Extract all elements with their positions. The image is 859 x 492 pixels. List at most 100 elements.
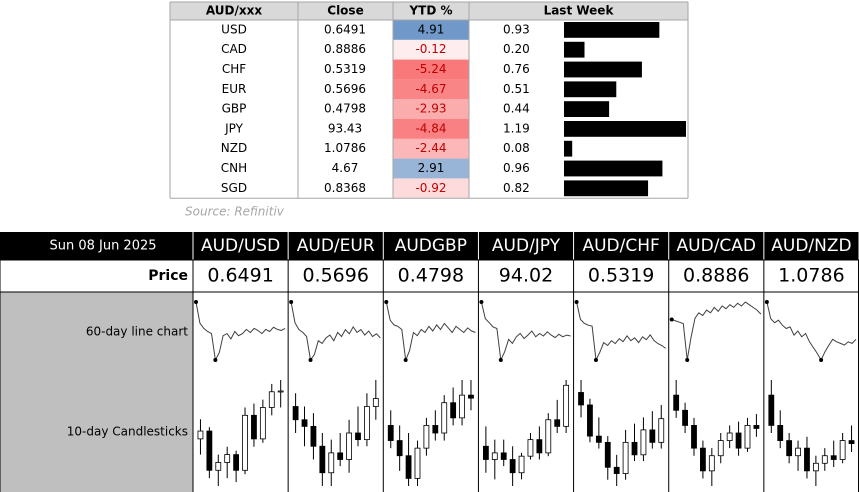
candle-body [554,419,561,427]
last-week: 0.82 [503,181,530,195]
ytd-cell [393,138,469,159]
date: Sun 08 Jun 2025 [49,239,156,254]
candle-body [268,391,275,408]
candle-body [777,425,784,441]
ytd: 2.91 [418,161,445,175]
candle-body [372,398,379,407]
pair-name: AUD/JPY [492,236,561,256]
candle-body [536,439,543,454]
table-header: AUD/xxx [206,4,262,18]
candle-body [355,432,361,441]
candle-body [578,392,584,406]
candle-body [251,414,257,440]
close: 0.8368 [324,181,366,195]
candle-body [640,429,647,456]
candle-body [812,462,819,472]
ytd: -2.44 [415,141,446,155]
sparkline [385,301,476,362]
min-dot [308,358,313,362]
candle-body [768,394,775,426]
candle-body [545,419,552,454]
candle-body [328,452,335,474]
candle-body [682,409,688,426]
candle-body [482,445,489,460]
candle-body [337,452,344,460]
candle-body [613,466,620,474]
candle-body [649,429,656,443]
currency: GBP [222,102,247,116]
table-header: Last Week [544,4,615,18]
price: 0.4798 [398,265,464,287]
price: 0.8886 [683,265,749,287]
candle-body [242,414,248,471]
candle-body [301,419,308,427]
sparkline [480,301,571,362]
close: 4.67 [332,161,359,175]
candle-body [387,425,394,441]
ytd-cell [393,79,469,100]
start-dot [194,300,198,304]
currency: NZD [221,141,247,155]
candle-body [839,440,846,460]
candle-body [509,459,516,474]
candle-body [259,407,266,440]
price: 0.6491 [207,265,273,287]
candle-body [735,432,742,449]
candle-body [215,462,222,471]
header-bar [0,232,859,260]
pair-name: AUD/CAD [677,236,756,256]
last-week: 0.96 [503,161,530,175]
ytd-cell [393,99,469,119]
last-week-bar [564,22,660,38]
min-dot [213,358,218,362]
candle-body [830,455,837,460]
candle-body [310,425,317,447]
ytd-cell [393,119,469,139]
candle-body [500,452,507,460]
candle-body [527,439,534,457]
candle-body [563,384,570,427]
line-label: 60-day line chart [86,325,188,339]
currency: CHF [222,62,246,76]
candle-body [450,402,457,419]
price: 94.02 [499,265,553,287]
currency: SGD [221,181,247,195]
candle-body [622,441,629,474]
min-dot [819,358,824,362]
price: 0.5319 [588,265,654,287]
candle-body [292,406,299,421]
last-week: 0.76 [503,62,530,76]
close: 0.8886 [324,42,366,56]
last-week-bar [564,81,617,98]
pair-name: AUD/NZD [771,236,851,256]
sparkline [195,301,286,362]
candle-body [441,402,448,434]
candle-body [821,455,828,464]
ytd-cell [393,39,469,60]
candle-body [658,418,665,443]
start-dot [479,300,484,304]
candle-body [795,447,801,457]
candle-body [700,447,706,472]
candle-body [491,452,498,460]
ytd: -2.93 [415,102,446,116]
candle-body [346,432,352,460]
candle-label: 10-day Candlesticks [67,425,188,439]
candle-body [587,404,593,437]
min-dot [498,358,503,362]
ytd-cell [393,178,469,199]
ytd: -5.24 [415,62,446,76]
sparkline [671,301,762,361]
sparkline [290,301,381,362]
start-dot [289,300,294,304]
currency: CAD [221,42,247,56]
close: 0.5696 [324,82,366,96]
last-week: 0.20 [503,42,530,56]
last-week-bar [564,180,649,197]
candle-body [414,447,421,479]
price-label: Price [148,268,188,284]
currency: EUR [222,82,247,96]
candle-body [432,425,439,434]
candle-body [726,432,733,441]
